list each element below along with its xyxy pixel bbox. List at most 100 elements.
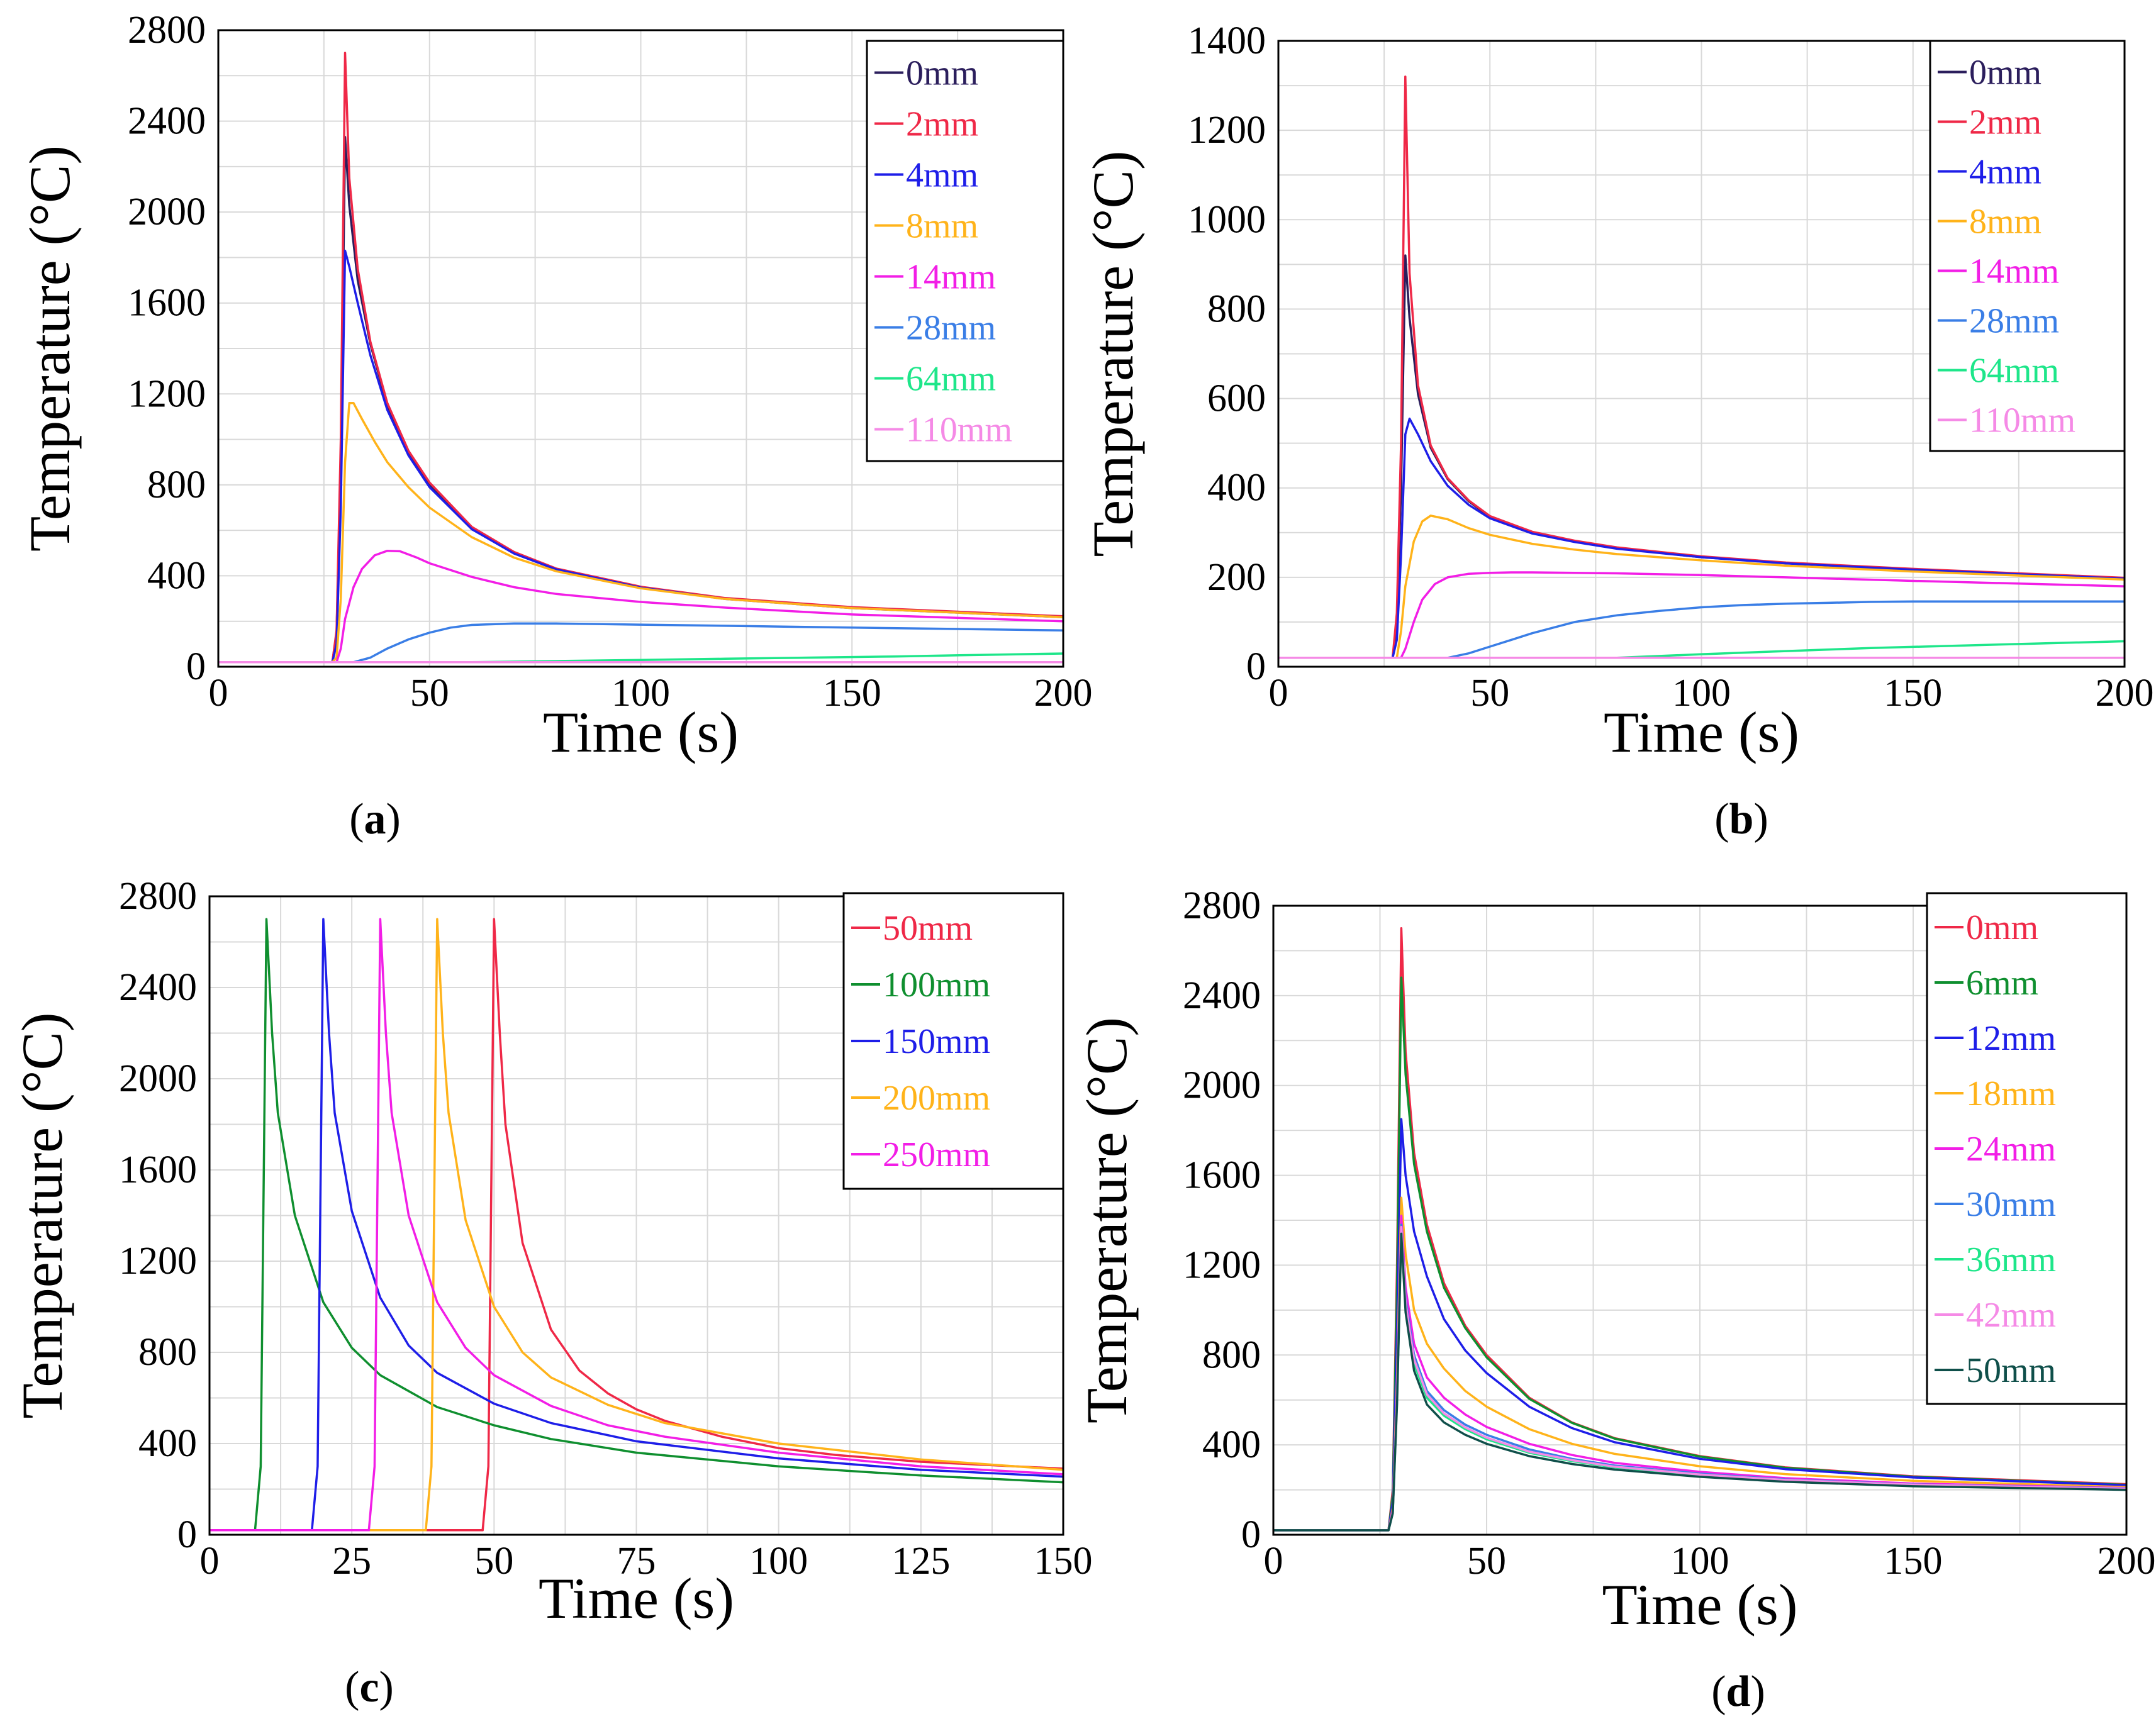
- panel-label-paren: ): [1753, 795, 1768, 843]
- y-tick-label: 2000: [1183, 1064, 1261, 1107]
- legend-label: 250mm: [883, 1135, 990, 1174]
- legend: 50mm 100mm 150mm 200mm 250mm: [842, 892, 1064, 1190]
- series-line-250mm: [209, 918, 1064, 1532]
- legend-label: 28mm: [906, 309, 996, 348]
- series-line-4mm: [1278, 417, 2125, 659]
- series-group: [1273, 927, 2127, 1532]
- series-line-28mm: [218, 622, 1064, 664]
- x-tick-label: 200: [2097, 1540, 2156, 1583]
- panel-label-letter: a: [364, 795, 386, 843]
- y-tick-label: 2400: [1183, 974, 1261, 1017]
- x-tick-label: 50: [410, 672, 449, 715]
- x-tick-label: 150: [1034, 1540, 1093, 1583]
- y-tick-label: 1000: [1188, 198, 1266, 241]
- series-group: [209, 918, 1064, 1532]
- y-axis-label: Temperature (°C): [10, 1013, 74, 1419]
- legend-label: 100mm: [883, 966, 990, 1005]
- x-tick-label: 25: [332, 1540, 371, 1583]
- x-axis-label: Time (s): [1604, 700, 1799, 764]
- legend-label: 110mm: [1969, 401, 2075, 440]
- y-tick-label: 800: [138, 1331, 197, 1374]
- panel-label-letter: d: [1726, 1667, 1751, 1716]
- y-tick-label: 2800: [119, 875, 197, 918]
- x-tick-label: 150: [823, 672, 881, 715]
- series-line-12mm: [1273, 1118, 2127, 1532]
- legend-label: 12mm: [1966, 1019, 2056, 1058]
- legend-label: 200mm: [883, 1079, 990, 1118]
- series-line-14mm: [1278, 571, 2125, 659]
- y-tick-label: 0: [177, 1513, 197, 1556]
- x-tick-label: 50: [474, 1540, 513, 1583]
- y-tick-label: 2000: [119, 1057, 197, 1100]
- legend-label: 64mm: [906, 360, 996, 399]
- panel-label-letter: c: [359, 1663, 379, 1712]
- panel-label: (a): [349, 795, 401, 843]
- panel-label: (b): [1714, 795, 1768, 843]
- y-tick-label: 2800: [1183, 884, 1261, 927]
- legend-label: 14mm: [1969, 252, 2059, 291]
- legend-label: 36mm: [1966, 1240, 2056, 1279]
- y-tick-label: 1200: [128, 372, 206, 415]
- series-line-150mm: [209, 918, 1064, 1532]
- x-tick-label: 0: [1269, 672, 1288, 715]
- y-tick-label: 800: [147, 464, 206, 506]
- x-tick-label: 200: [1034, 672, 1093, 715]
- panel-label-paren: ): [1750, 1667, 1765, 1716]
- chart-panel-a: 0 50 100 150 200040080012001600200024002800T…: [18, 9, 1093, 843]
- legend-box: [842, 892, 1064, 1190]
- series-line-50mm: [1273, 1232, 2127, 1532]
- y-tick-label: 400: [1202, 1423, 1261, 1466]
- legend-label: 18mm: [1966, 1074, 2056, 1113]
- series-line-8mm: [1278, 515, 2125, 659]
- y-tick-label: 2400: [119, 966, 197, 1009]
- plot-frame: [208, 895, 1064, 1536]
- x-tick-label: 50: [1470, 672, 1509, 715]
- x-tick-label: 150: [1884, 672, 1942, 715]
- legend-label: 150mm: [883, 1022, 990, 1061]
- series-line-100mm: [209, 918, 1064, 1532]
- y-axis-label: Temperature (°C): [18, 145, 82, 552]
- legend-label: 2mm: [1969, 103, 2041, 142]
- x-tick-label: 0: [1264, 1540, 1283, 1583]
- y-tick-label: 1600: [119, 1149, 197, 1191]
- x-axis-label: Time (s): [539, 1566, 734, 1630]
- y-tick-label: 800: [1207, 287, 1266, 330]
- legend-label: 50mm: [1966, 1351, 2056, 1390]
- x-tick-label: 100: [749, 1540, 808, 1583]
- legend-label: 30mm: [1966, 1185, 2056, 1224]
- y-tick-label: 2400: [128, 100, 206, 143]
- legend-label: 0mm: [1969, 53, 2041, 92]
- legend-label: 4mm: [906, 156, 978, 195]
- panel-label-letter: b: [1729, 795, 1754, 843]
- series-group: [1278, 75, 2125, 659]
- chart-panel-c: 0 25 50 75 100 125 150 0 400 800 1200 1600 2000 2400 2…: [10, 875, 1093, 1712]
- legend-label: 110mm: [906, 411, 1012, 450]
- panel-label: (c): [345, 1663, 394, 1712]
- y-tick-label: 1600: [128, 282, 206, 325]
- legend: 0mm 6mm 12mm 18mm 24mm 30mm 36mm 42mm 50mm: [1926, 892, 2128, 1405]
- legend-label: 64mm: [1969, 352, 2059, 391]
- panel-label-paren: (: [349, 795, 364, 843]
- y-axis-label: Temperature (°C): [1081, 151, 1145, 557]
- chart-panel-d: 0 50 100 150 200040080012001600200024002800T…: [1075, 884, 2156, 1716]
- legend-label: 0mm: [906, 54, 978, 93]
- x-tick-label: 150: [1884, 1540, 1943, 1583]
- x-tick-label: 75: [617, 1540, 656, 1583]
- legend-label: 2mm: [906, 105, 978, 144]
- legend: 0mm 2mm 4mm 8mm 14mm 28mm 64mm 110mm: [866, 40, 1064, 462]
- legend-label: 42mm: [1966, 1296, 2056, 1335]
- legend-label: 4mm: [1969, 153, 2041, 192]
- series-line-200mm: [209, 918, 1064, 1532]
- legend: 0mm 2mm 4mm 8mm 14mm 28mm 64mm 110mm: [1929, 40, 2126, 452]
- y-tick-label: 0: [186, 645, 206, 688]
- y-tick-label: 600: [1207, 377, 1266, 420]
- chart-panel-b: 0 50 100 150 200 0 200 400 600 800 1000 1200 1400 Tim…: [1081, 19, 2154, 843]
- y-tick-label: 800: [1202, 1333, 1261, 1376]
- y-tick-label: 400: [1207, 467, 1266, 509]
- y-tick-label: 2800: [128, 9, 206, 52]
- y-tick-label: 1200: [1188, 109, 1266, 152]
- x-tick-label: 100: [1672, 672, 1731, 715]
- legend-box: [866, 40, 1064, 462]
- panel-label: (d): [1711, 1667, 1765, 1716]
- series-line-8mm: [218, 401, 1064, 664]
